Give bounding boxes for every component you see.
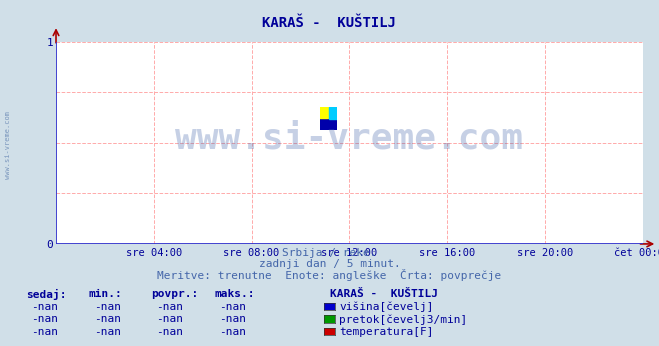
Text: pretok[čevelj3/min]: pretok[čevelj3/min] <box>339 314 468 325</box>
Text: min.:: min.: <box>89 289 123 299</box>
Text: www.si-vreme.com: www.si-vreme.com <box>175 121 523 155</box>
Polygon shape <box>329 107 337 118</box>
Text: www.si-vreme.com: www.si-vreme.com <box>5 111 11 179</box>
Text: temperatura[F]: temperatura[F] <box>339 327 434 337</box>
Text: KARAŠ -  KUŠTILJ: KARAŠ - KUŠTILJ <box>262 16 397 29</box>
Polygon shape <box>320 118 337 130</box>
Text: -nan: -nan <box>32 302 58 312</box>
Text: -nan: -nan <box>219 314 246 324</box>
Text: maks.:: maks.: <box>214 289 254 299</box>
Text: -nan: -nan <box>94 327 121 337</box>
Text: KARAŠ -  KUŠTILJ: KARAŠ - KUŠTILJ <box>330 289 438 299</box>
Polygon shape <box>329 107 337 118</box>
Text: -nan: -nan <box>219 327 246 337</box>
Text: zadnji dan / 5 minut.: zadnji dan / 5 minut. <box>258 259 401 269</box>
Text: -nan: -nan <box>219 302 246 312</box>
Text: -nan: -nan <box>32 314 58 324</box>
Polygon shape <box>329 107 337 118</box>
Text: -nan: -nan <box>94 302 121 312</box>
Polygon shape <box>320 107 329 118</box>
Text: Srbija / reke.: Srbija / reke. <box>282 248 377 258</box>
Text: -nan: -nan <box>157 327 183 337</box>
Text: sedaj:: sedaj: <box>26 289 67 300</box>
Text: Meritve: trenutne  Enote: angleške  Črta: povprečje: Meritve: trenutne Enote: angleške Črta: … <box>158 269 501 281</box>
Bar <box>320 107 329 118</box>
Polygon shape <box>329 107 337 118</box>
Text: povpr.:: povpr.: <box>152 289 199 299</box>
Text: -nan: -nan <box>94 314 121 324</box>
Text: višina[čevelj]: višina[čevelj] <box>339 302 434 312</box>
Text: -nan: -nan <box>157 314 183 324</box>
Text: -nan: -nan <box>157 302 183 312</box>
Text: -nan: -nan <box>32 327 58 337</box>
